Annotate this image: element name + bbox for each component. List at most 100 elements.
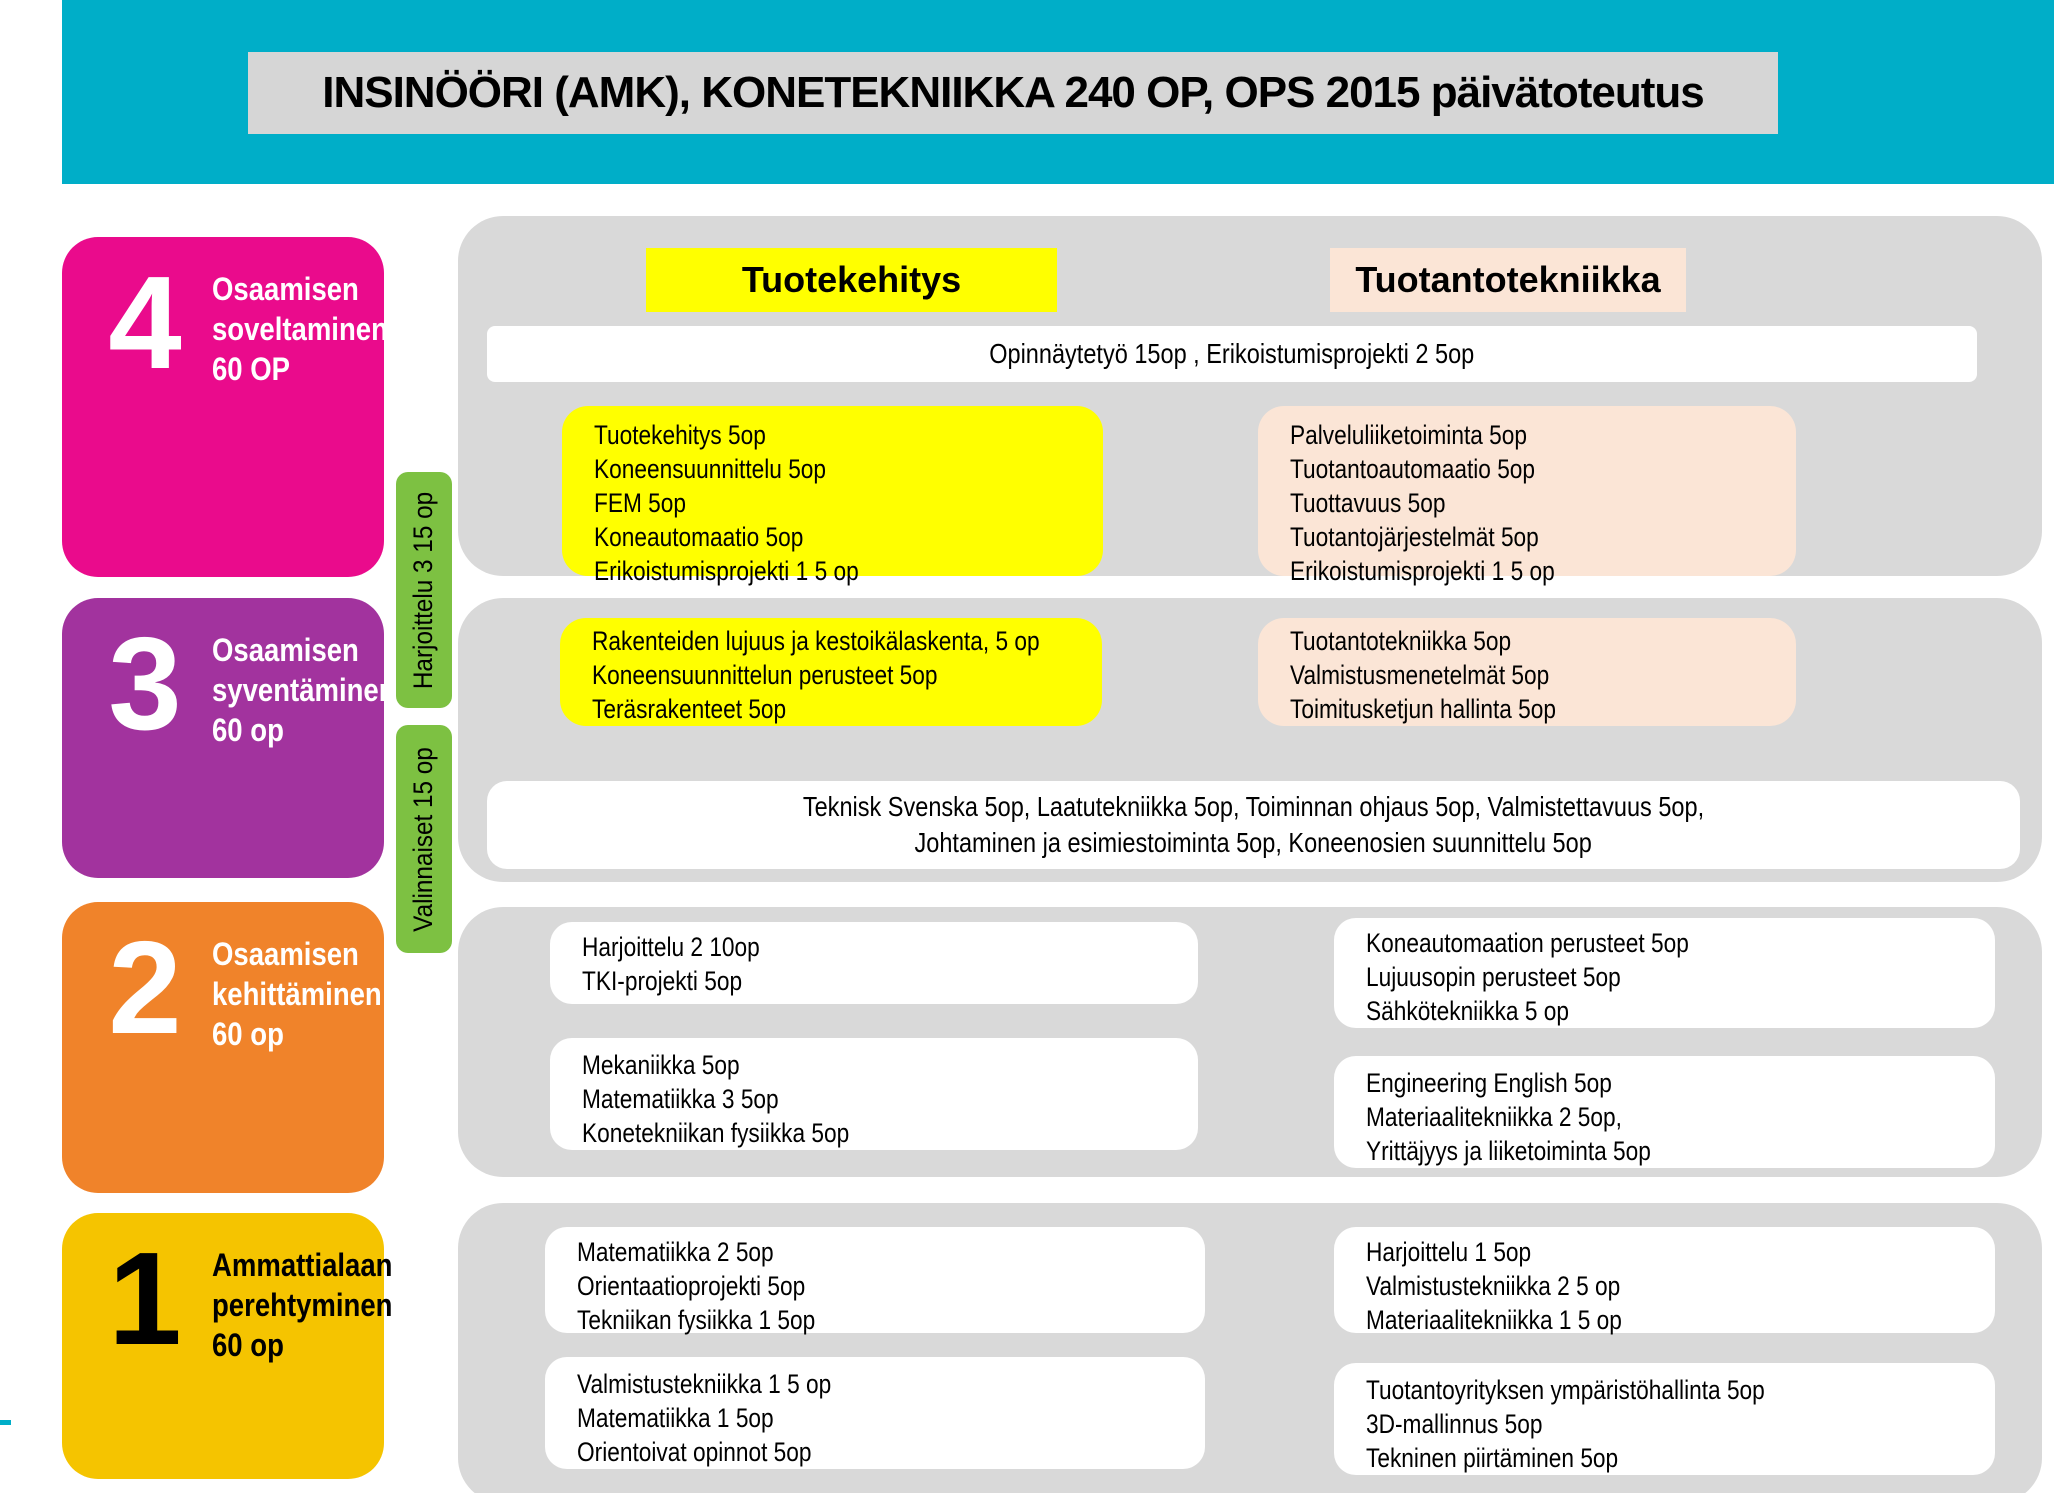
side-label-harjoittelu-text: Harjoittelu 3 15 op: [408, 491, 439, 689]
course-list: Valmistustekniikka 1 5 op Matematiikka 1…: [577, 1367, 1098, 1469]
course-item: Valmistustekniikka 2 5 op: [1366, 1271, 1621, 1301]
course-item: Orientoivat opinnot 5op: [577, 1437, 812, 1467]
level-1-label-line: perehtyminen: [212, 1287, 393, 1323]
course-box-l4-tuotantotekniikka: Palveluliiketoiminta 5op Tuotantoautomaa…: [1258, 406, 1796, 586]
level-3-label: Osaamisen syventäminen 60 op: [212, 630, 396, 750]
course-item: Mekaniikka 5op: [582, 1050, 740, 1080]
course-item: Palveluliiketoiminta 5op: [1290, 420, 1528, 450]
level-4-label-line: Osaamisen: [212, 271, 359, 307]
course-item: TKI-projekti 5op: [582, 966, 743, 996]
course-item: Lujuusopin perusteet 5op: [1366, 962, 1621, 992]
level-1-label: Ammattialaan perehtyminen 60 op: [212, 1245, 392, 1365]
course-box-l1-left-a: Matematiikka 2 5op Orientaatioprojekti 5…: [545, 1227, 1205, 1335]
level-3-number: 3: [108, 610, 182, 757]
course-item: FEM 5op: [594, 488, 687, 518]
course-list: Mekaniikka 5op Matematiikka 3 5op Konete…: [582, 1048, 1093, 1150]
course-item: Teräsrakenteet 5op: [592, 694, 787, 724]
level-1-block: 1 Ammattialaan perehtyminen 60 op: [62, 1213, 392, 1479]
level-1-label-line: 60 op: [212, 1327, 284, 1363]
course-item: Harjoittelu 2 10op: [582, 932, 760, 962]
level-2-label-line: 60 op: [212, 1016, 284, 1052]
course-item: Matematiikka 1 5op: [577, 1403, 774, 1433]
electives-bar: Teknisk Svenska 5op, Laatutekniikka 5op,…: [487, 781, 2020, 869]
course-box-l2-right-b: Engineering English 5op Materiaaliteknii…: [1334, 1056, 1995, 1168]
course-item: Koneautomaation perusteet 5op: [1366, 928, 1689, 958]
course-item: Erikoistumisprojekti 1 5 op: [1290, 556, 1555, 586]
course-item: Materiaalitekniikka 1 5 op: [1366, 1305, 1622, 1335]
course-item: Valmistusmenetelmät 5op: [1290, 660, 1550, 690]
course-item: Tuotantotekniikka 5op: [1290, 626, 1512, 656]
edge-artifact: [0, 1420, 11, 1425]
level-2-number: 2: [108, 914, 182, 1061]
level-2-label: Osaamisen kehittäminen 60 op: [212, 934, 382, 1054]
track-header-tuotekehitys: Tuotekehitys: [646, 248, 1057, 312]
side-label-valinnaiset-text: Valinnaiset 15 op: [408, 746, 439, 932]
course-item: Sähkötekniikka 5 op: [1366, 996, 1569, 1026]
course-item: Tuotantoautomaatio 5op: [1290, 454, 1536, 484]
course-item: Materiaalitekniikka 2 5op,: [1366, 1102, 1622, 1132]
level-1-label-line: Ammattialaan: [212, 1247, 393, 1283]
course-box-l3-tuotekehitys: Rakenteiden lujuus ja kestoikälaskenta, …: [560, 618, 1102, 726]
course-item: Koneensuunnittelun perusteet 5op: [592, 660, 938, 690]
level-4-number: 4: [108, 249, 182, 396]
track-header-tuotantotekniikka: Tuotantotekniikka: [1330, 248, 1686, 312]
level-2-label-line: kehittäminen: [212, 976, 382, 1012]
course-item: Tuotekehitys 5op: [594, 420, 766, 450]
course-item: Tuottavuus 5op: [1290, 488, 1446, 518]
level-3-label-line: syventäminen: [212, 672, 396, 708]
level-3-label-line: 60 op: [212, 712, 284, 748]
level-4-block: 4 Osaamisen soveltaminen 60 OP: [62, 237, 388, 577]
course-item: Konetekniikan fysiikka 5op: [582, 1118, 850, 1148]
course-item: Tuotantoyrityksen ympäristöhallinta 5op: [1366, 1375, 1765, 1405]
thesis-bar-text: Opinnäytetyö 15op , Erikoistumisprojekti…: [989, 338, 1475, 369]
course-box-l1-right-b: Tuotantoyrityksen ympäristöhallinta 5op …: [1334, 1363, 1995, 1475]
course-item: Yrittäjyys ja liiketoiminta 5op: [1366, 1136, 1651, 1166]
course-box-l1-right-a: Harjoittelu 1 5op Valmistustekniikka 2 5…: [1334, 1227, 1995, 1335]
level-4-label: Osaamisen soveltaminen 60 OP: [212, 269, 388, 389]
course-list: Koneautomaation perusteet 5op Lujuusopin…: [1366, 926, 1888, 1028]
level-2-block: 2 Osaamisen kehittäminen 60 op: [62, 902, 384, 1193]
course-box-l2-left-b: Mekaniikka 5op Matematiikka 3 5op Konete…: [550, 1038, 1198, 1150]
course-box-l3-tuotantotekniikka: Tuotantotekniikka 5op Valmistusmenetelmä…: [1258, 618, 1796, 726]
course-item: Valmistustekniikka 1 5 op: [577, 1369, 832, 1399]
course-list: Harjoittelu 1 5op Valmistustekniikka 2 5…: [1366, 1235, 1888, 1337]
course-item: Matematiikka 3 5op: [582, 1084, 779, 1114]
course-list: Rakenteiden lujuus ja kestoikälaskenta, …: [592, 624, 1040, 726]
electives-bar-line: Teknisk Svenska 5op, Laatutekniikka 5op,…: [802, 791, 1705, 822]
course-list: Tuotantotekniikka 5op Valmistusmenetelmä…: [1290, 624, 1708, 726]
level-2-label-line: Osaamisen: [212, 936, 359, 972]
course-list: Tuotantoyrityksen ympäristöhallinta 5op …: [1366, 1373, 1888, 1475]
course-item: Matematiikka 2 5op: [577, 1237, 774, 1267]
course-list: Harjoittelu 2 10op TKI-projekti 5op: [582, 930, 1093, 998]
course-item: Rakenteiden lujuus ja kestoikälaskenta, …: [592, 626, 1040, 656]
level-3-label-line: Osaamisen: [212, 632, 359, 668]
course-item: Harjoittelu 1 5op: [1366, 1237, 1532, 1267]
level-4-label-line: soveltaminen: [212, 311, 388, 347]
side-label-harjoittelu: Harjoittelu 3 15 op: [396, 472, 452, 708]
level-1-number: 1: [108, 1225, 182, 1372]
course-item: Toimitusketjun hallinta 5op: [1290, 694, 1557, 724]
course-list: Tuotekehitys 5op Koneensuunnittelu 5op F…: [594, 418, 1015, 588]
thesis-bar: Opinnäytetyö 15op , Erikoistumisprojekti…: [487, 326, 1977, 382]
course-list: Engineering English 5op Materiaaliteknii…: [1366, 1066, 1888, 1168]
level-3-block: 3 Osaamisen syventäminen 60 op: [62, 598, 396, 878]
course-list: Palveluliiketoiminta 5op Tuotantoautomaa…: [1290, 418, 1708, 588]
page-title: INSINÖÖRI (AMK), KONETEKNIIKKA 240 OP, O…: [248, 52, 1778, 134]
course-item: Tekninen piirtäminen 5op: [1366, 1443, 1619, 1473]
course-box-l2-left-a: Harjoittelu 2 10op TKI-projekti 5op: [550, 922, 1198, 1004]
course-box-l1-left-b: Valmistustekniikka 1 5 op Matematiikka 1…: [545, 1357, 1205, 1469]
course-item: Engineering English 5op: [1366, 1068, 1612, 1098]
course-list: Matematiikka 2 5op Orientaatioprojekti 5…: [577, 1235, 1098, 1337]
course-item: Tuotantojärjestelmät 5op: [1290, 522, 1539, 552]
course-item: Koneautomaatio 5op: [594, 522, 804, 552]
course-item: Koneensuunnittelu 5op: [594, 454, 827, 484]
course-item: Orientaatioprojekti 5op: [577, 1271, 806, 1301]
level-4-label-line: 60 OP: [212, 351, 291, 387]
course-item: Tekniikan fysiikka 1 5op: [577, 1305, 816, 1335]
course-item: Erikoistumisprojekti 1 5 op: [594, 556, 859, 586]
electives-bar-line: Johtaminen ja esimiestoiminta 5op, Konee…: [914, 827, 1593, 858]
side-label-valinnaiset: Valinnaiset 15 op: [396, 725, 452, 953]
course-box-l4-tuotekehitys: Tuotekehitys 5op Koneensuunnittelu 5op F…: [562, 406, 1103, 586]
course-item: 3D-mallinnus 5op: [1366, 1409, 1543, 1439]
